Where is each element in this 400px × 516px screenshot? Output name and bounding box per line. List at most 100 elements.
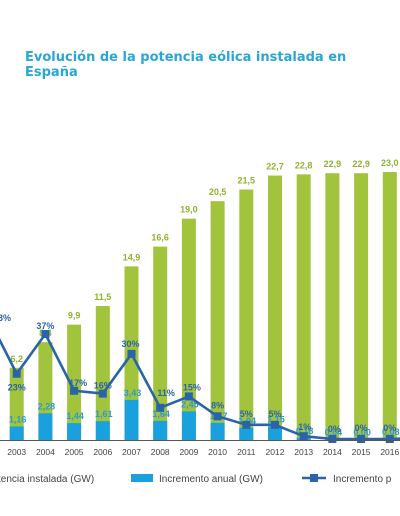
annual-increment-bar xyxy=(124,399,139,440)
installed-power-label: 22,7 xyxy=(266,162,284,172)
x-tick-label: 2015 xyxy=(352,447,371,457)
percent-line xyxy=(0,332,400,441)
percent-label: 5% xyxy=(240,409,253,419)
percent-label: 0% xyxy=(383,423,396,433)
installed-power-label: 19,0 xyxy=(180,205,198,215)
x-tick-label: 2014 xyxy=(323,447,342,457)
installed-power-bar xyxy=(181,218,196,440)
percent-marker xyxy=(328,435,337,443)
x-tick-label: 2003 xyxy=(7,447,26,457)
percent-marker xyxy=(242,420,251,429)
annual-increment-bar xyxy=(210,422,225,440)
x-tick-label: 2012 xyxy=(266,447,285,457)
annual-increment-label: 1,16 xyxy=(9,414,27,424)
legend-swatch-annual xyxy=(131,474,153,482)
percent-label: 1% xyxy=(298,422,311,432)
installed-power-bar xyxy=(268,175,282,441)
installed-power-bar xyxy=(325,173,340,440)
percent-label: 43% xyxy=(0,313,11,323)
installed-power-bar xyxy=(9,367,24,440)
annual-increment-label: 1,15 xyxy=(267,415,285,425)
installed-power-label: 22,9 xyxy=(324,159,342,169)
x-tick-label: 2016 xyxy=(380,447,399,457)
percent-label: 8% xyxy=(211,400,224,410)
x-tick-label: 2009 xyxy=(179,447,198,457)
percent-marker xyxy=(98,389,107,398)
annual-increment-label: 0,18 xyxy=(296,426,314,436)
percent-label: 11% xyxy=(157,388,175,398)
x-tick-label: 2011 xyxy=(237,447,256,457)
annual-increment-bar xyxy=(95,421,110,440)
percent-marker xyxy=(70,386,79,395)
percent-label: 0% xyxy=(355,423,368,433)
percent-marker xyxy=(156,403,165,412)
chart-title: Evolución de la potencia eólica instalad… xyxy=(25,50,347,80)
annual-increment-label: 0,00 xyxy=(353,427,371,437)
annual-increment-bars xyxy=(9,399,397,440)
annual-increment-bar xyxy=(153,420,168,440)
percent-label: 23% xyxy=(8,383,26,393)
annual-increment-label: 0,04 xyxy=(325,427,343,437)
legend-label-installed: tencia instalada (GW) xyxy=(0,474,94,485)
installed-power-bar xyxy=(153,246,168,440)
annual-increment-label: 2,45 xyxy=(181,399,199,409)
installed-power-label: 6,2 xyxy=(10,354,23,364)
x-tick-label: 2005 xyxy=(65,447,84,457)
installed-power-label: 22,9 xyxy=(352,159,370,169)
percent-marker xyxy=(41,330,50,339)
annual-increment-bar xyxy=(268,426,282,440)
legend-swatch-percent-marker xyxy=(310,474,318,482)
percent-label: 5% xyxy=(268,409,281,419)
annual-increment-bar xyxy=(67,423,82,440)
x-tick-label: 2007 xyxy=(122,447,141,457)
percent-marker xyxy=(184,392,193,401)
percent-marker xyxy=(299,432,308,441)
installed-power-bar xyxy=(239,189,254,440)
installed-power-bar xyxy=(67,324,82,440)
percent-increment-labels: 43% 23% 37% 17% 16% 30% 11% 15% 8% 5% 5% 1% 0% 0% 0% xyxy=(0,313,396,434)
annual-increment-label: 2,28 xyxy=(38,401,56,411)
annual-increment-bar xyxy=(181,411,196,440)
installed-power-label: 20,5 xyxy=(209,187,227,197)
annual-increment-label: 1,44 xyxy=(66,411,84,421)
percent-label: 0% xyxy=(328,424,341,434)
x-tick-label: 2004 xyxy=(36,447,55,457)
installed-power-bar xyxy=(382,172,397,441)
annual-increment-label: 0,08 xyxy=(382,427,400,437)
installed-power-label: 22,8 xyxy=(295,160,313,170)
percent-marker xyxy=(213,412,222,421)
installed-power-bar xyxy=(296,174,311,440)
percent-marker xyxy=(12,369,21,378)
percent-label: 16% xyxy=(94,381,112,391)
percent-label: 17% xyxy=(69,378,87,388)
annual-increment-label: 1,64 xyxy=(152,409,170,419)
installed-power-bar xyxy=(354,173,369,440)
installed-power-label: 23,0 xyxy=(381,158,399,168)
installed-power-bar xyxy=(95,306,110,440)
installed-power-bars xyxy=(9,172,397,441)
legend-label-annual: Incremento anual (GW) xyxy=(159,474,263,485)
legend: tencia instalada (GW) Incremento anual (G… xyxy=(0,474,392,485)
annual-increment-label: 3,43 xyxy=(124,388,142,398)
annual-increment-bar xyxy=(38,413,53,440)
percent-marker xyxy=(357,435,366,443)
percent-label: 15% xyxy=(183,382,201,392)
installed-power-bar xyxy=(210,201,225,440)
installed-power-label: 16,6 xyxy=(151,233,169,243)
x-tick-label: 2008 xyxy=(151,447,170,457)
x-tick-label: 2013 xyxy=(294,447,313,457)
x-tick-labels: 2200320042005200620072008200920102011201… xyxy=(7,447,399,457)
installed-power-label: 21,5 xyxy=(238,176,256,186)
x-tick-label: 2010 xyxy=(208,447,227,457)
percent-label: 37% xyxy=(36,321,54,331)
percent-marker xyxy=(271,420,279,429)
annual-increment-bar xyxy=(9,426,24,440)
percent-increment-line xyxy=(0,330,400,443)
installed-power-label: 11,5 xyxy=(94,292,111,302)
legend-label-percent: Incremento p xyxy=(333,474,392,485)
percent-marker xyxy=(127,349,136,358)
installed-power-label: 9,9 xyxy=(68,311,81,321)
x-tick-label: 2006 xyxy=(93,447,112,457)
annual-increment-label: 1,61 xyxy=(95,409,113,419)
